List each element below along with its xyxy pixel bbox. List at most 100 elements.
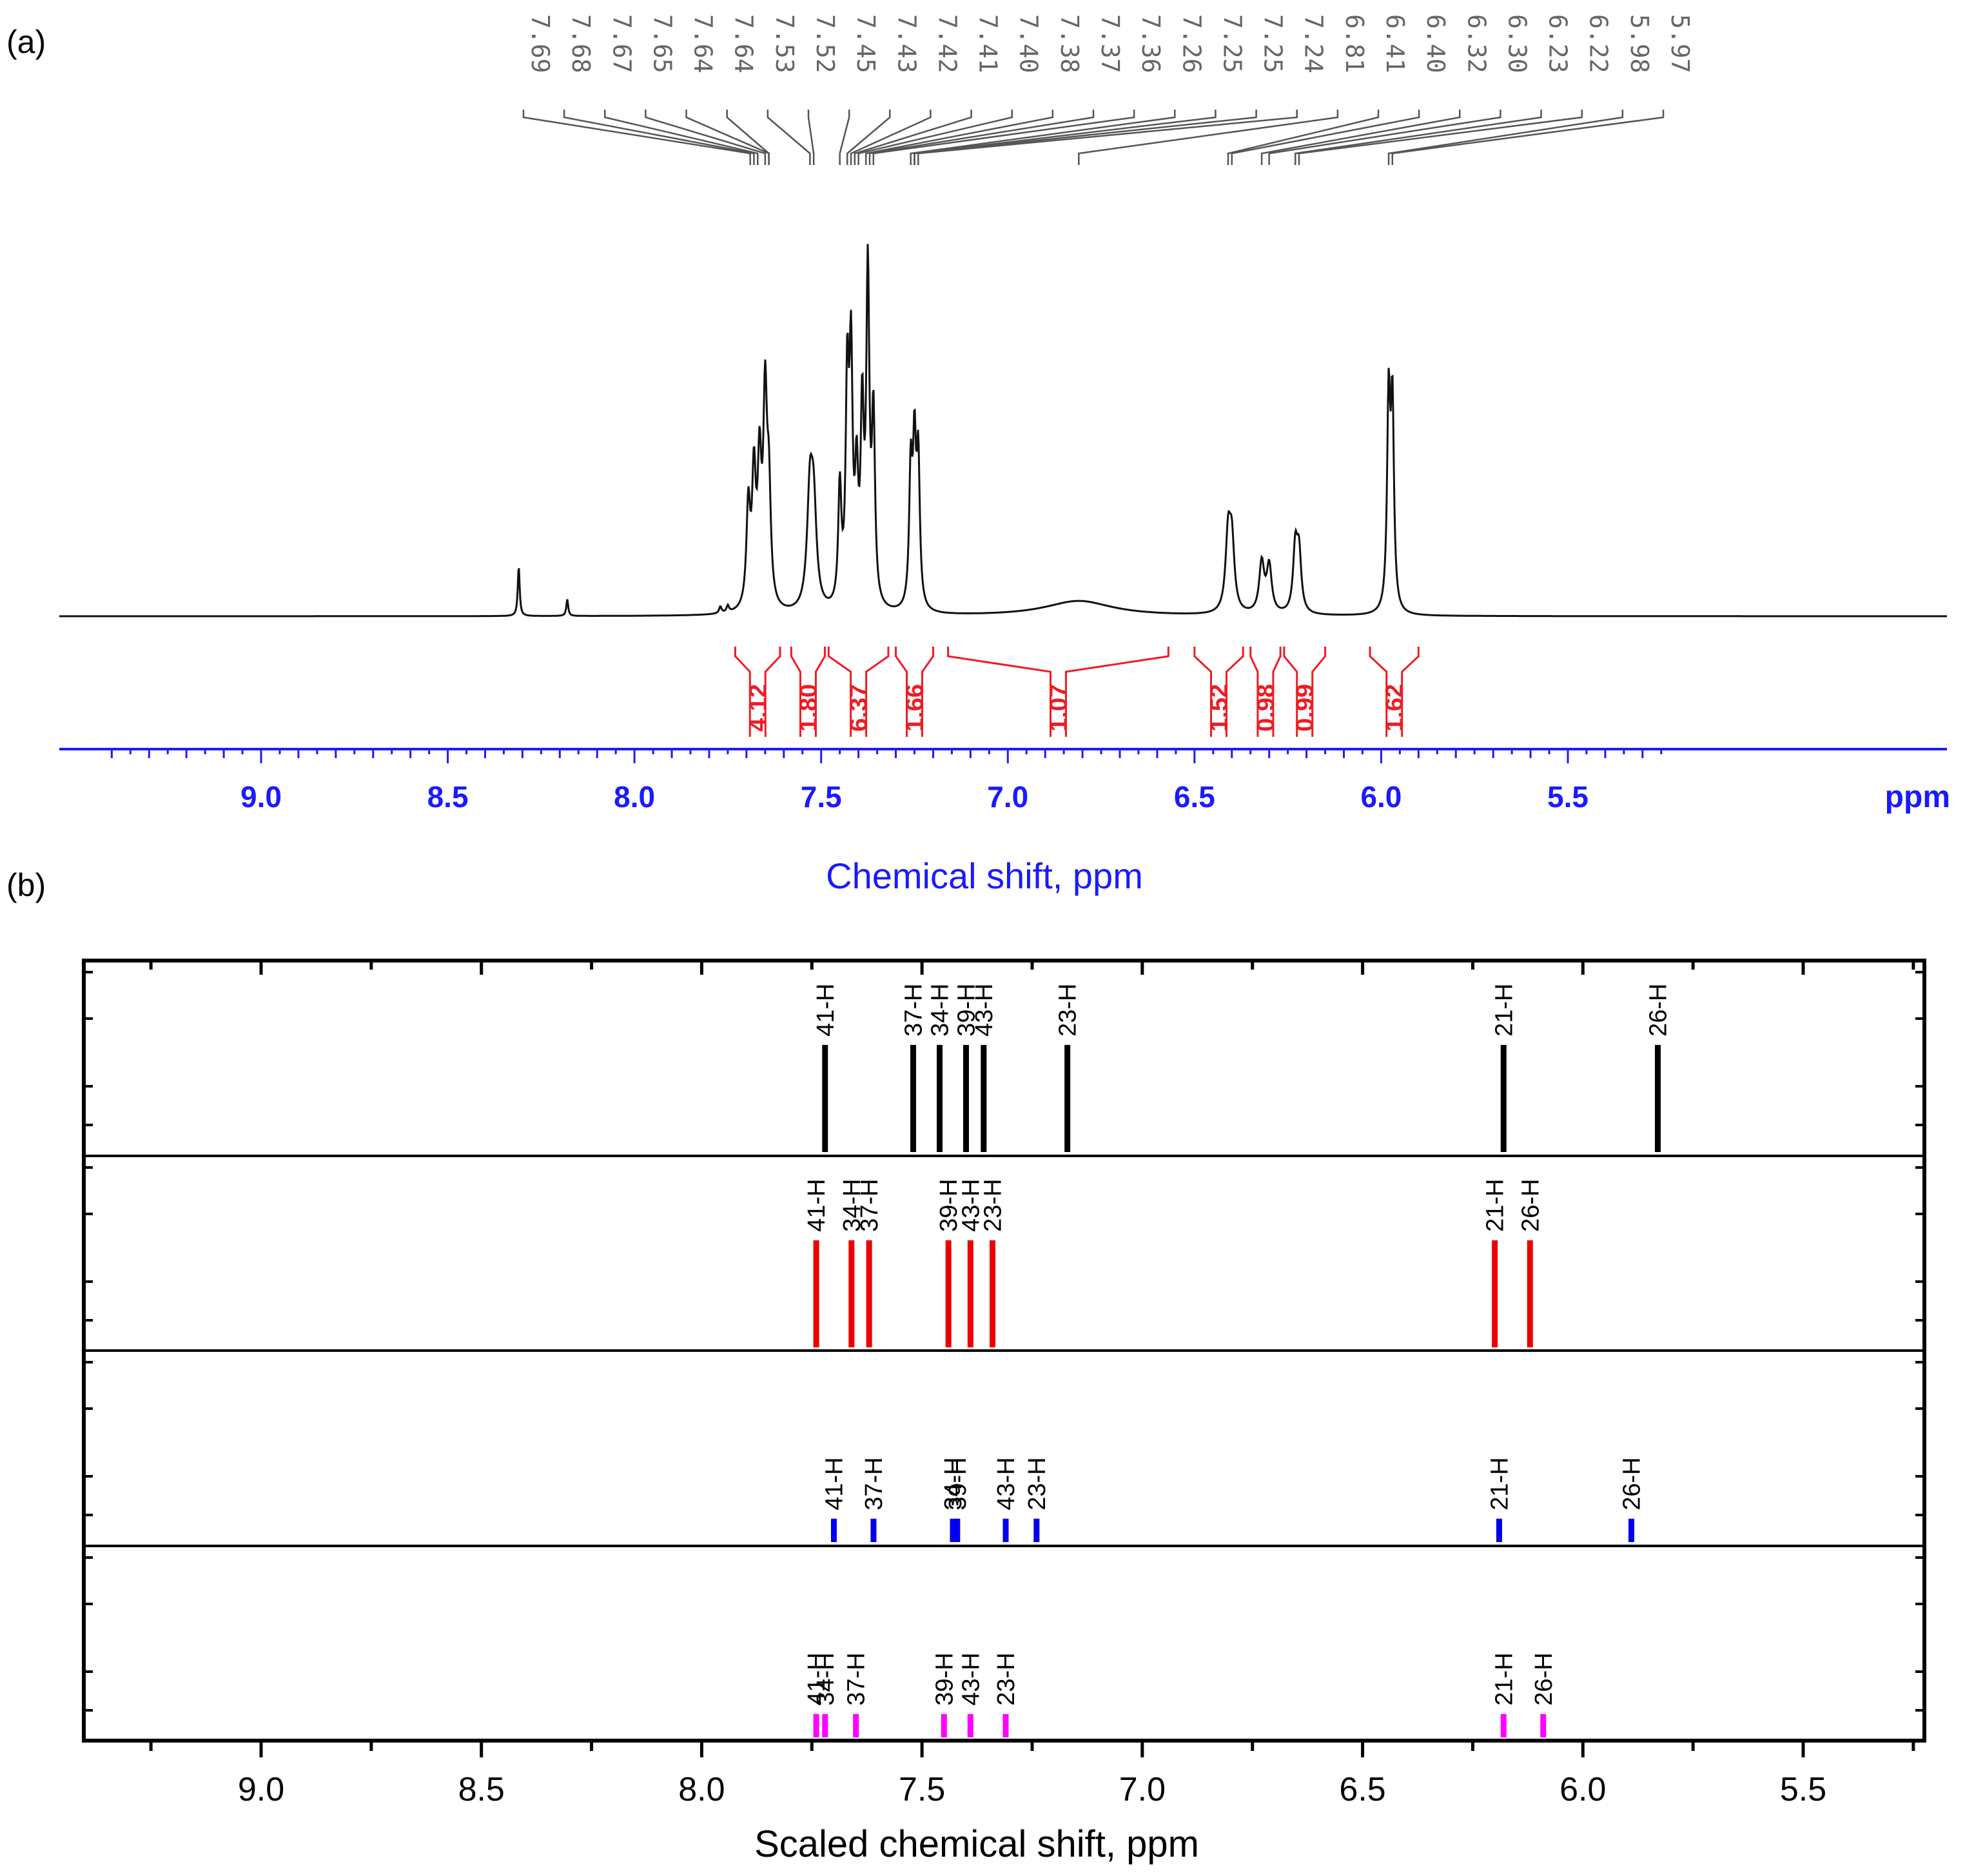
peak-label: 7.24 [1300, 14, 1328, 73]
x-tick-label-a: 6.0 [1360, 780, 1402, 814]
panel-a-label: (a) [6, 24, 46, 60]
peak-connector [910, 110, 1176, 165]
peak-label: 7.67 [607, 14, 636, 73]
integral-group: 4.12 1.80 6.37 1.66 1.07 1.52 0.98 0.99 1.62 [734, 647, 1420, 737]
peak-label: 7.43 [892, 14, 921, 73]
peak-label: 7.68 [567, 14, 595, 73]
shift-stick-label: 43-H [957, 1652, 984, 1705]
peak-connector [850, 110, 932, 165]
integral-value: 4.12 [745, 684, 772, 732]
integral-value: 0.98 [1253, 684, 1280, 732]
integral-bracket [1369, 647, 1420, 737]
shift-stick-label: 26-H [1645, 984, 1672, 1037]
peak-label: 7.36 [1137, 14, 1165, 73]
peak-connector [857, 110, 1013, 165]
x-axis-title-b: Scaled chemical shift, ppm [754, 1823, 1199, 1865]
peak-label: 7.40 [1015, 14, 1043, 73]
x-tick-label-a: 6.5 [1174, 780, 1215, 814]
spectrum-line [59, 244, 1947, 618]
nmr-spectrum-panel: 7.69 7.68 7.67 7.65 7.64 7.64 7.53 7.52 7.45 7.43… [59, 14, 1950, 896]
integral-bracket [1249, 647, 1282, 737]
shift-stick-label: 34-H [926, 984, 953, 1037]
peak-connector [1298, 110, 1583, 165]
peak-label: 7.52 [811, 14, 839, 73]
peak-connector [854, 110, 972, 165]
peak-connector [1268, 110, 1501, 165]
x-axis-ticks-a: 9.0 8.5 8.0 7.5 7.0 6.5 6.0 5.5 [110, 749, 1663, 814]
integral-value: 6.37 [846, 684, 873, 732]
x-tick-label-a: 9.0 [240, 780, 282, 814]
x-axis-unit-a: ppm [1885, 780, 1950, 814]
peak-connector [563, 110, 755, 165]
integral-value: 1.62 [1382, 684, 1409, 732]
peak-label: 6.40 [1422, 14, 1450, 73]
peak-connector [1227, 110, 1380, 165]
peak-label: 7.37 [1096, 14, 1124, 73]
x-axis-title-a: Chemical shift, ppm [826, 855, 1143, 896]
shift-stick-label: 21-H [1486, 1457, 1513, 1510]
shift-stick-label: 34-H [839, 1179, 866, 1232]
shift-stick-label: 41-H [803, 1652, 830, 1705]
shift-stick-label: 23-H [993, 1652, 1020, 1705]
shift-stick-label: 43-H [971, 984, 998, 1037]
x-tick-label-a: 7.5 [801, 780, 842, 814]
predicted-shifts-panel: 41-H 37-H 34-H 39-H43-H 23-H 21-H 26-H41-H 34-H… [82, 959, 1926, 1865]
peak-connector [726, 110, 770, 165]
peak-label: 6.41 [1381, 14, 1409, 73]
peak-connector [1231, 110, 1420, 165]
peak-label: 7.53 [770, 14, 799, 73]
peak-label-group: 7.69 7.68 7.67 7.65 7.64 7.64 7.53 7.52 7.45 7.43… [526, 14, 1694, 73]
shift-stick-label: 21-H [1491, 984, 1518, 1037]
peak-label: 5.98 [1625, 14, 1654, 73]
shift-stick-label: 39-H [944, 1457, 972, 1510]
peak-connector [604, 110, 759, 165]
peak-label: 7.25 [1218, 14, 1246, 73]
shift-stick-label: 39-H [953, 984, 980, 1037]
integral-bracket [1193, 647, 1244, 737]
peak-label: 7.64 [689, 14, 718, 73]
shift-stick-label: 41-H [803, 1179, 830, 1232]
peak-label: 7.65 [648, 14, 676, 73]
peak-connector [865, 110, 1054, 165]
shift-stick-label: 37-H [856, 1179, 883, 1232]
shift-stick-label: 26-H [1530, 1652, 1558, 1705]
shift-stick-label: 23-H [1055, 984, 1082, 1037]
integral-value: 1.80 [795, 684, 822, 732]
peak-label: 6.32 [1462, 14, 1491, 73]
shift-stick-label: 41-H [821, 1457, 848, 1510]
peak-label: 7.25 [1259, 14, 1287, 73]
peak-connector [872, 110, 1135, 165]
peak-label: 6.22 [1585, 14, 1613, 73]
shift-stick-label: 39-H [935, 1179, 963, 1232]
shift-stick-label: 43-H [957, 1179, 984, 1232]
peak-label: 7.45 [852, 14, 880, 73]
shift-stick-label: 34-H [812, 1652, 839, 1705]
shift-stick-label: 37-H [861, 1457, 888, 1510]
x-tick-label-b: 5.5 [1780, 1771, 1826, 1808]
peak-label: 7.69 [526, 14, 554, 73]
plot-frame-b [82, 959, 1926, 1743]
shift-stick-label: 26-H [1517, 1179, 1544, 1232]
peak-connector [1294, 110, 1542, 165]
peak-label: 6.30 [1503, 14, 1531, 73]
integral-value: 0.99 [1292, 684, 1319, 732]
x-tick-label-b: 8.5 [458, 1771, 505, 1808]
x-tick-label-a: 8.5 [427, 780, 469, 814]
shift-stick-label: 26-H [1618, 1457, 1645, 1510]
integral-bracket [895, 647, 934, 737]
integral-bracket [1283, 647, 1327, 737]
x-tick-label-a: 7.0 [987, 780, 1028, 814]
peak-connector [767, 110, 811, 165]
shift-stick-label: 21-H [1491, 1652, 1518, 1705]
integral-bracket [947, 647, 1169, 737]
x-tick-label-b: 6.0 [1559, 1771, 1606, 1808]
panel-b-label: (b) [6, 867, 46, 903]
integral-bracket [827, 647, 890, 737]
integral-bracket [734, 647, 781, 737]
peak-connector [1078, 110, 1339, 165]
